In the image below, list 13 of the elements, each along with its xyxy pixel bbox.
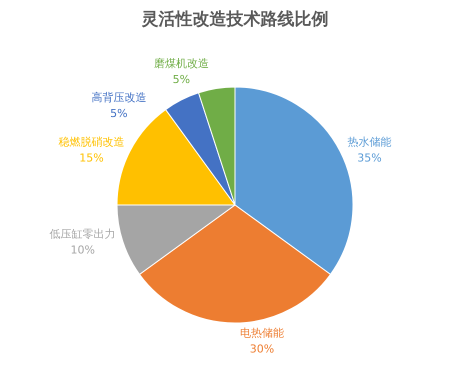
chart-title: 灵活性改造技术路线比例 bbox=[142, 10, 328, 30]
slice-label: 电热储能 bbox=[240, 326, 284, 340]
slice-label: 高背压改造 bbox=[91, 90, 146, 104]
data-label: 5% bbox=[172, 72, 190, 86]
slice-label: 热水储能 bbox=[348, 136, 392, 149]
slice-label: 低压缸零出力 bbox=[50, 228, 116, 241]
data-label: 5% bbox=[110, 106, 128, 120]
data-label: 10% bbox=[70, 244, 95, 257]
slice-label: 稳燃脱硝改造 bbox=[58, 136, 125, 149]
data-label: 35% bbox=[357, 152, 382, 165]
data-label: 30% bbox=[250, 342, 274, 356]
slice-label: 磨煤机改造 bbox=[154, 56, 209, 70]
data-label: 15% bbox=[79, 152, 104, 165]
